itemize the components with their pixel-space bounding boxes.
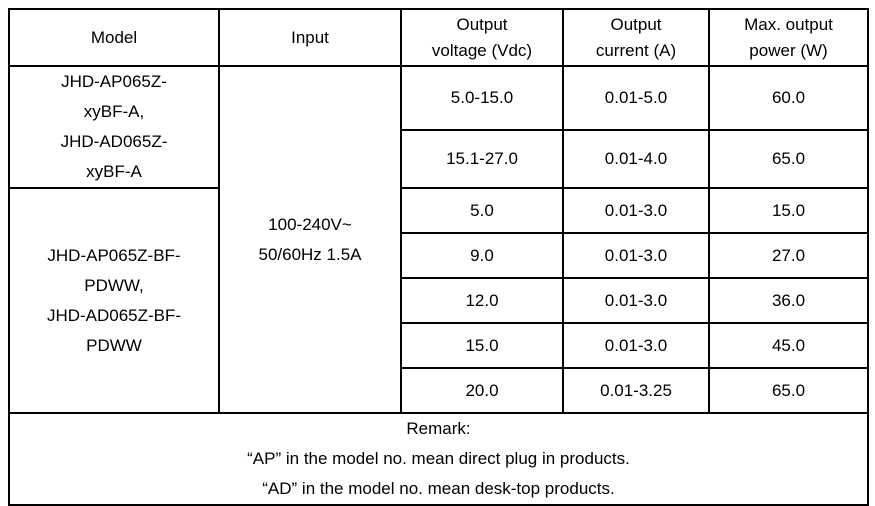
table-row: 20.0 0.01-3.25 65.0	[9, 367, 869, 414]
current-cell: 0.01-3.0	[562, 322, 710, 369]
table-row: JHD-AP065Z-BF- PDWW, JHD-AD065Z-BF- PDWW…	[8, 187, 869, 414]
col-header-output-voltage: Output voltage (Vdc)	[400, 8, 564, 67]
input-cell: 100-240V~ 50/60Hz 1.5A	[218, 65, 402, 414]
current-cell: 0.01-5.0	[562, 64, 710, 132]
col-header-max-output-power: Max. output power (W)	[708, 8, 869, 67]
table-row: 12.0 0.01-3.0 36.0	[9, 277, 869, 324]
table-row: 9.0 0.01-3.0 27.0	[9, 232, 869, 279]
power-cell: 27.0	[708, 232, 869, 279]
remark-cell: Remark: “AP” in the model no. mean direc…	[8, 412, 869, 506]
remark-title: Remark:	[406, 419, 471, 438]
voltage-cell: 5.0	[400, 187, 564, 234]
power-cell: 65.0	[708, 367, 869, 414]
power-cell: 60.0	[708, 64, 869, 132]
voltage-cell: 20.0	[400, 367, 564, 414]
table-row: 15.1-27.0 0.01-4.0 65.0	[9, 129, 869, 189]
table-row: JHD-AP065Z- xyBF-A, JHD-AD065Z- xyBF-A 1…	[8, 64, 869, 414]
voltage-cell: 5.0-15.0	[400, 64, 564, 132]
current-cell: 0.01-3.25	[562, 367, 710, 414]
voltage-cell: 12.0	[400, 277, 564, 324]
voltage-cell: 15.1-27.0	[400, 129, 564, 189]
col-header-output-current: Output current (A)	[562, 8, 710, 67]
remark-line-ap: “AP” in the model no. mean direct plug i…	[247, 449, 630, 468]
header-row: Model Input Output voltage (Vdc) Output …	[8, 8, 869, 67]
table-row: 15.0 0.01-3.0 45.0	[9, 322, 869, 369]
power-cell: 36.0	[708, 277, 869, 324]
current-cell: 0.01-3.0	[562, 232, 710, 279]
power-cell: 65.0	[708, 129, 869, 189]
remark-row: Remark: “AP” in the model no. mean direc…	[8, 412, 869, 506]
voltage-cell: 9.0	[400, 232, 564, 279]
current-cell: 0.01-4.0	[562, 129, 710, 189]
model-cell-group-1: JHD-AP065Z- xyBF-A, JHD-AD065Z- xyBF-A	[8, 65, 220, 189]
remark-line-ad: “AD” in the model no. mean desk-top prod…	[262, 479, 615, 498]
power-cell: 15.0	[708, 187, 869, 234]
voltage-cell: 15.0	[400, 322, 564, 369]
power-cell: 45.0	[708, 322, 869, 369]
col-header-model: Model	[8, 8, 220, 67]
power-spec-table: Model Input Output voltage (Vdc) Output …	[8, 8, 869, 506]
current-cell: 0.01-3.0	[562, 277, 710, 324]
model-cell-group-2: JHD-AP065Z-BF- PDWW, JHD-AD065Z-BF- PDWW	[8, 187, 220, 414]
current-cell: 0.01-3.0	[562, 187, 710, 234]
col-header-input: Input	[218, 8, 402, 67]
